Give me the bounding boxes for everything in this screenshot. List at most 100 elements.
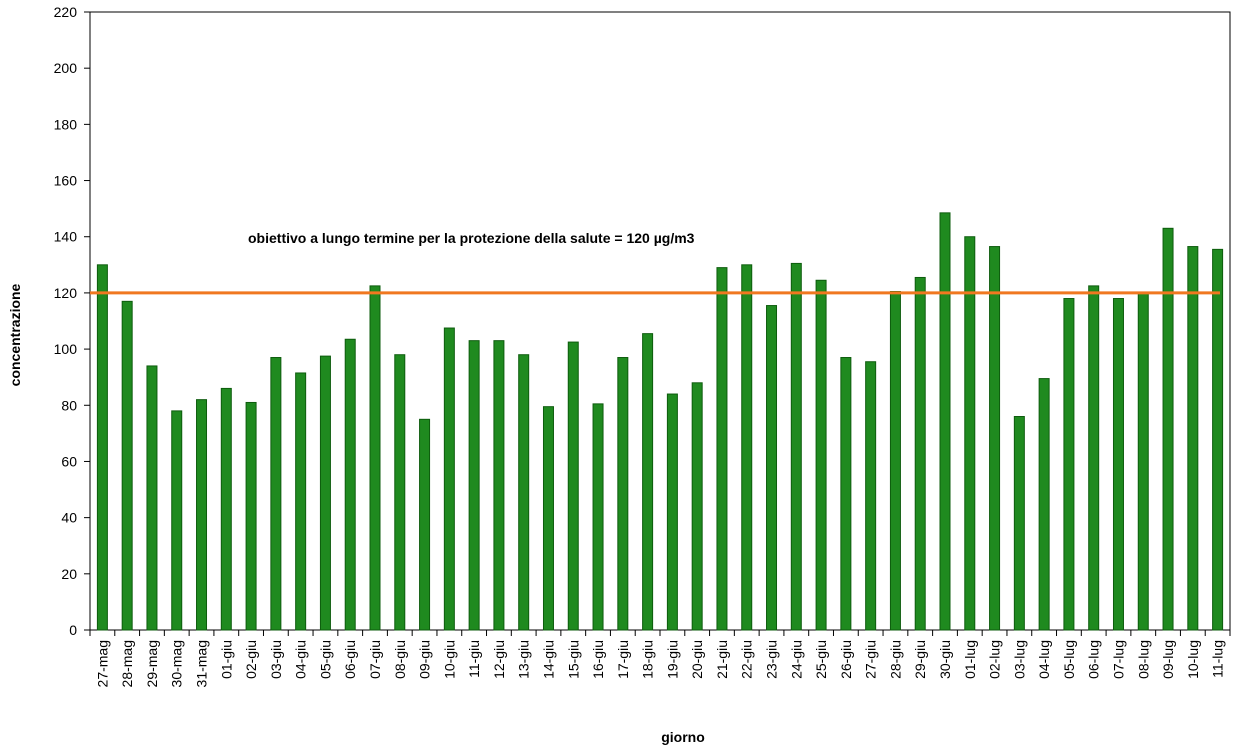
x-tick-label: 09-lug — [1160, 640, 1176, 679]
bar — [964, 236, 976, 631]
bar — [716, 267, 728, 631]
bar — [741, 264, 753, 631]
x-tick-label: 02-lug — [987, 640, 1003, 679]
x-tick-label: 06-giu — [342, 640, 358, 679]
y-tick-label: 140 — [54, 229, 78, 245]
bar — [617, 357, 629, 631]
x-tick-label: 01-giu — [218, 640, 234, 679]
x-tick-label: 26-giu — [838, 640, 854, 679]
bar — [443, 327, 455, 631]
x-tick-label: 24-giu — [788, 640, 804, 679]
bar — [121, 300, 133, 631]
bar — [666, 393, 678, 631]
bar — [468, 340, 480, 631]
x-tick-label: 07-lug — [1110, 640, 1126, 679]
bar — [567, 341, 579, 631]
x-tick-label: 21-giu — [714, 640, 730, 679]
bar — [394, 354, 406, 631]
y-tick-label: 40 — [61, 510, 77, 526]
y-axis-title: concentrazione — [7, 283, 23, 386]
bar — [1088, 285, 1100, 631]
x-tick-label: 11-giu — [466, 640, 482, 678]
x-tick-label: 05-giu — [317, 640, 333, 679]
bar — [989, 246, 1001, 631]
y-tick-label: 0 — [69, 622, 77, 638]
y-tick-label: 80 — [61, 397, 77, 413]
plot-area — [89, 11, 1231, 631]
bar — [766, 305, 778, 631]
reference-label: obiettivo a lungo termine per la protezi… — [248, 230, 695, 246]
bar — [1063, 298, 1075, 631]
bar — [419, 418, 431, 631]
bar — [815, 279, 827, 631]
y-tick-label: 220 — [54, 4, 78, 20]
x-tick-label: 08-giu — [392, 640, 408, 679]
x-tick-label: 27-giu — [863, 640, 879, 679]
x-tick-label: 22-giu — [739, 640, 755, 679]
x-tick-label: 14-giu — [540, 640, 556, 679]
bar — [542, 406, 554, 631]
bar — [592, 403, 604, 631]
bar — [1137, 292, 1149, 631]
y-tick-label: 120 — [54, 285, 78, 301]
x-tick-label: 02-giu — [243, 640, 259, 679]
x-tick-label: 10-giu — [441, 640, 457, 679]
bar — [889, 291, 901, 631]
bar — [245, 401, 257, 631]
x-tick-label: 04-lug — [1036, 640, 1052, 679]
bar — [96, 264, 108, 631]
bar — [939, 212, 951, 631]
x-tick-label: 03-lug — [1011, 640, 1027, 679]
x-tick-label: 29-giu — [912, 640, 928, 679]
x-tick-label: 23-giu — [764, 640, 780, 679]
y-tick-label: 60 — [61, 453, 77, 469]
x-tick-label: 30-mag — [169, 640, 185, 687]
x-tick-label: 04-giu — [293, 640, 309, 679]
x-tick-label: 18-giu — [640, 640, 656, 679]
x-tick-label: 06-lug — [1086, 640, 1102, 679]
x-tick-label: 29-mag — [144, 640, 160, 687]
bar — [171, 410, 183, 631]
x-tick-label: 09-giu — [417, 640, 433, 679]
x-tick-label: 16-giu — [590, 640, 606, 679]
bar — [1212, 248, 1224, 631]
x-tick-label: 10-lug — [1185, 640, 1201, 679]
bar — [642, 333, 654, 631]
x-tick-label: 13-giu — [516, 640, 532, 679]
y-tick-label: 160 — [54, 173, 78, 189]
bar — [1162, 227, 1174, 631]
bar — [790, 262, 802, 631]
y-tick-label: 200 — [54, 60, 78, 76]
x-tick-label: 12-giu — [491, 640, 507, 679]
y-tick-label: 100 — [54, 341, 78, 357]
x-tick-label: 25-giu — [813, 640, 829, 679]
x-tick-label: 08-lug — [1135, 640, 1151, 679]
bar — [865, 361, 877, 631]
x-axis-title: giorno — [661, 729, 705, 745]
x-tick-label: 30-giu — [937, 640, 953, 679]
x-tick-label: 15-giu — [565, 640, 581, 679]
x-tick-label: 19-giu — [664, 640, 680, 679]
bar — [840, 357, 852, 631]
x-tick-label: 28-giu — [887, 640, 903, 679]
bar — [1187, 246, 1199, 631]
bar — [220, 387, 232, 631]
x-tick-label: 01-lug — [962, 640, 978, 679]
bar — [1038, 378, 1050, 631]
bar — [319, 355, 331, 631]
x-tick-label: 20-giu — [689, 640, 705, 679]
bar — [196, 399, 208, 631]
bar — [270, 357, 282, 631]
y-tick-label: 20 — [61, 566, 77, 582]
x-tick-label: 31-mag — [194, 640, 210, 687]
x-tick-label: 07-giu — [367, 640, 383, 679]
x-tick-label: 05-lug — [1061, 640, 1077, 679]
bar — [691, 382, 703, 631]
bar — [146, 365, 158, 631]
x-tick-label: 11-lug — [1210, 640, 1226, 678]
bar — [914, 276, 926, 631]
bar — [369, 285, 381, 631]
bar — [518, 354, 530, 631]
bar — [295, 372, 307, 631]
